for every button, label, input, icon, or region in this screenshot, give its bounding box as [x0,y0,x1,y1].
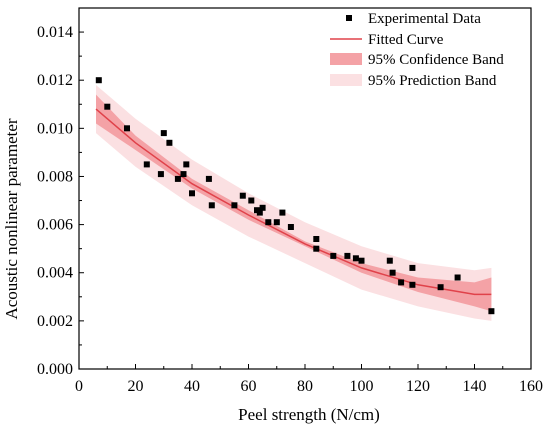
y-axis-label: Acoustic nonlinear parameter [2,118,21,319]
data-point [454,274,461,281]
bands-layer [95,85,492,321]
y-tick-label: 0.008 [37,168,73,185]
data-point [273,219,280,226]
legend-label-fitted: Fitted Curve [368,32,444,48]
data-point [205,175,212,182]
data-point [160,130,167,137]
data-point [313,245,320,252]
data-point [279,209,286,216]
data-point [183,161,190,168]
y-tick-label: 0.014 [37,24,73,41]
x-tick-label: 0 [75,378,83,395]
data-point [208,202,215,209]
y-tick-label: 0.004 [37,265,73,282]
data-point [95,77,102,84]
data-point [180,171,187,178]
data-point [389,269,396,276]
x-tick-label: 40 [184,378,200,395]
x-tick-label: 160 [519,378,543,395]
data-point [409,281,416,288]
data-point [488,308,495,315]
legend-marker-confidence [330,53,362,65]
data-point [256,209,263,216]
legend-label-prediction: 95% Prediction Band [368,73,497,89]
y-tick-label: 0.010 [37,120,73,137]
data-point [143,161,150,168]
legend: Experimental Data Fitted Curve 95% Confi… [330,11,504,89]
y-tick-label: 0.012 [37,72,73,89]
data-point [330,252,337,259]
legend-marker-experimental [346,15,352,21]
x-tick-label: 20 [128,378,144,395]
legend-marker-prediction [330,74,362,86]
x-tick-label: 80 [297,378,313,395]
data-point [166,139,173,146]
x-tick-label: 100 [350,378,374,395]
data-point [104,103,111,110]
data-point [358,257,365,264]
x-tick-label: 60 [241,378,257,395]
data-point [409,264,416,271]
data-point [352,255,359,262]
data-point [313,236,320,242]
data-point [437,284,444,291]
x-tick-label: 140 [463,378,487,395]
confidence-band [96,94,492,312]
y-tick-label: 0.006 [37,217,73,234]
x-ticks: 0 20 40 60 80 100 120 140 160 [75,364,543,395]
data-point [398,279,405,286]
data-point [239,192,246,199]
x-tick-label: 120 [406,378,430,395]
y-tick-label: 0.000 [37,361,73,378]
legend-label-confidence: 95% Confidence Band [368,52,504,68]
y-tick-label: 0.002 [37,313,73,330]
data-point [386,257,393,264]
x-axis-label: Peel strength (N/cm) [238,405,380,424]
data-point [248,197,255,204]
data-point [231,202,238,209]
legend-label-experimental: Experimental Data [368,11,481,27]
data-point [344,252,351,259]
data-point [259,204,266,211]
data-point [174,175,181,182]
data-point [287,224,294,230]
fitted-curve [95,108,492,296]
data-point [265,219,272,226]
data-point [189,190,195,197]
points-layer [95,77,495,315]
data-point [124,125,130,132]
data-point [157,171,164,178]
y-ticks: 0.000 0.002 0.004 0.006 0.008 0.010 0.012 0.014 [37,24,84,378]
